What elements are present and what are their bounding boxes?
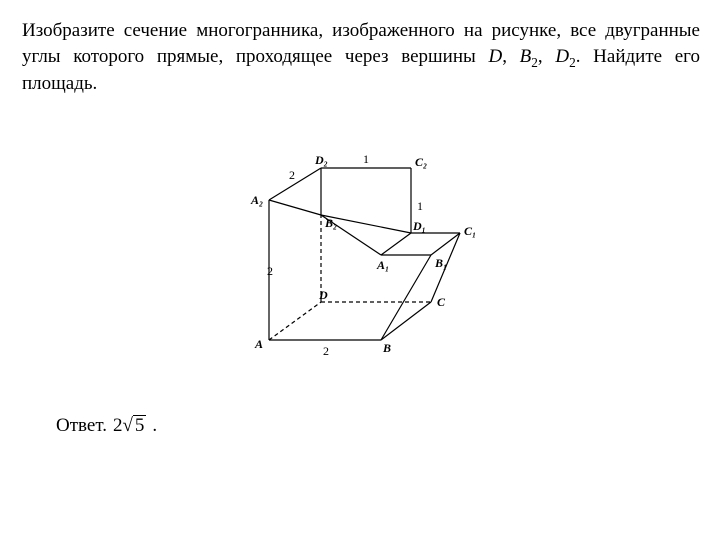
svg-text:2: 2 — [267, 264, 273, 278]
problem-line3-prefix: вершины — [401, 46, 488, 67]
svg-text:2: 2 — [323, 344, 329, 358]
svg-text:A: A — [254, 337, 263, 351]
svg-text:A₂: A₂ — [250, 193, 263, 207]
answer-coef: 2 — [113, 415, 123, 437]
problem-v2-sub: 2 — [531, 54, 538, 69]
problem-statement: Изобразите сечение многогранника, изобра… — [22, 18, 700, 97]
svg-text:C₂: C₂ — [415, 155, 427, 169]
problem-v2-base: B — [520, 46, 532, 67]
svg-text:D₁: D₁ — [412, 219, 426, 233]
answer-row: Ответ. 2√5 . — [56, 415, 157, 437]
svg-text:D: D — [318, 288, 328, 302]
answer-trailing: . — [152, 415, 157, 437]
svg-text:C: C — [437, 295, 446, 309]
svg-text:B₂: B₂ — [324, 216, 337, 230]
sqrt-symbol: √5 — [122, 415, 146, 437]
svg-text:1: 1 — [417, 199, 423, 213]
polyhedron-figure: A B C D A₁ B₁ C₁ D₁ A₂ B₂ C₂ D₂ 1 2 1 2 2 — [245, 135, 475, 365]
answer-radicand: 5 — [133, 415, 147, 435]
answer-value: 2√5 — [113, 415, 146, 437]
svg-text:D₂: D₂ — [314, 153, 328, 167]
svg-text:2: 2 — [289, 168, 295, 182]
problem-line1: Изобразите сечение многогранника, изобра… — [22, 20, 561, 41]
svg-text:A₁: A₁ — [376, 258, 389, 272]
answer-label: Ответ. — [56, 415, 107, 437]
problem-v3-base: D — [555, 46, 569, 67]
svg-text:B₁: B₁ — [434, 256, 447, 270]
problem-v3-sub: 2 — [569, 54, 576, 69]
svg-text:C₁: C₁ — [464, 224, 475, 238]
problem-v1: D — [488, 46, 502, 67]
svg-text:B: B — [382, 341, 391, 355]
svg-text:1: 1 — [363, 152, 369, 166]
